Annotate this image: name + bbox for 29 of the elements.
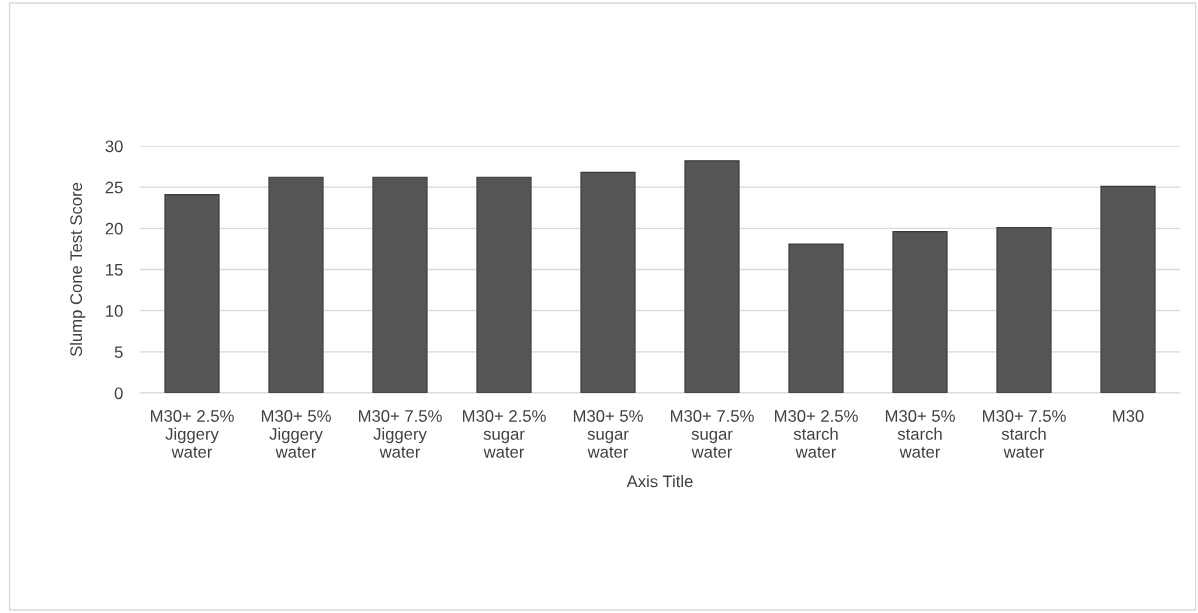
x-tick-label: M30+ 5% Jiggery water [261, 410, 331, 458]
y-tick-label: 15 [106, 264, 123, 276]
y-axis-title: Slump Cone Test Score [69, 182, 86, 357]
y-tick-label: 5 [114, 346, 123, 359]
bar [996, 226, 1052, 393]
bar [580, 171, 636, 393]
x-tick-label: M30+ 5% sugar water [573, 410, 643, 458]
x-tick-label: M30 [1113, 410, 1144, 422]
x-axis-title: Axis Title [626, 475, 693, 488]
bar [268, 176, 324, 393]
x-tick-label: M30+ 2.5% starch water [774, 410, 858, 458]
bar [476, 176, 532, 393]
bar [164, 194, 220, 393]
bar [1100, 185, 1156, 393]
y-tick-label: 10 [106, 305, 123, 317]
bar [372, 176, 428, 393]
x-tick-label: M30+ 2.5% Jiggery water [150, 410, 234, 458]
x-tick-label: M30+ 7.5% starch water [982, 410, 1066, 458]
y-tick-label: 20 [105, 222, 123, 235]
x-tick-label: M30+ 7.5% sugar water [670, 410, 754, 458]
y-tick-label: 25 [105, 181, 123, 194]
y-tick-label: 30 [105, 140, 123, 153]
x-tick-label: M30+ 5% starch water [885, 410, 955, 458]
bar [684, 160, 740, 393]
bar [788, 243, 844, 393]
bar [892, 231, 948, 393]
x-tick-label: M30+ 2.5% sugar water [462, 410, 546, 458]
y-tick-label: 0 [114, 387, 123, 400]
x-tick-label: M30+ 7.5% Jiggery water [358, 410, 442, 458]
